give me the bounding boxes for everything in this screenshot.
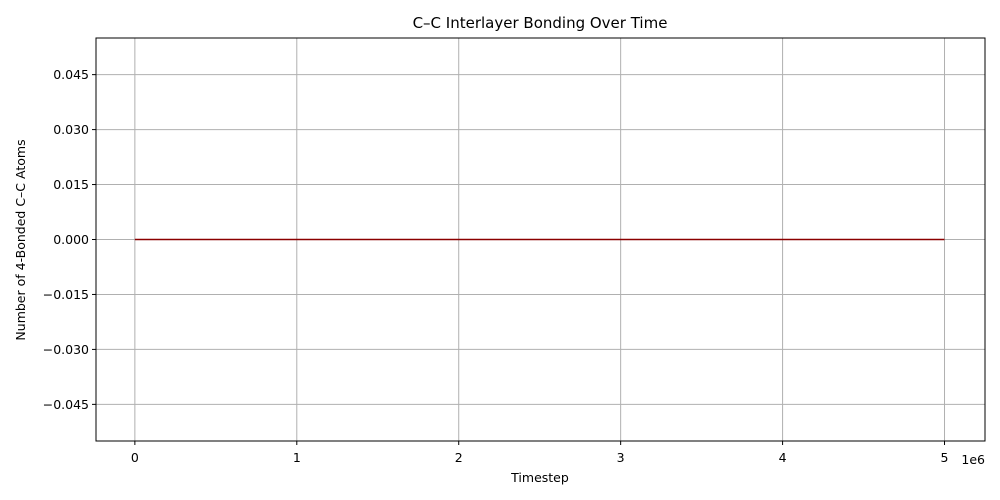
y-tick-label: 0.030 (53, 122, 89, 137)
x-axis: 0 1 2 3 4 5 (131, 441, 949, 465)
y-tick-label: 0.000 (53, 232, 89, 247)
chart-title: C–C Interlayer Bonding Over Time (413, 14, 668, 32)
x-tick-label: 0 (131, 450, 139, 465)
x-offset-label: 1e6 (961, 452, 985, 467)
x-tick-label: 3 (617, 450, 625, 465)
x-axis-title: Timestep (510, 470, 569, 485)
x-tick-label: 4 (779, 450, 787, 465)
y-tick-label: 0.015 (53, 177, 89, 192)
y-axis: −0.045 −0.030 −0.015 0.000 0.015 0.030 0.045 (43, 67, 96, 412)
x-tick-label: 2 (455, 450, 463, 465)
y-tick-label: 0.045 (53, 67, 89, 82)
y-axis-title: Number of 4-Bonded C–C Atoms (13, 139, 28, 340)
x-tick-label: 1 (293, 450, 301, 465)
x-tick-label: 5 (941, 450, 949, 465)
y-tick-label: −0.045 (43, 397, 89, 412)
y-tick-label: −0.030 (43, 342, 89, 357)
y-tick-label: −0.015 (43, 287, 89, 302)
